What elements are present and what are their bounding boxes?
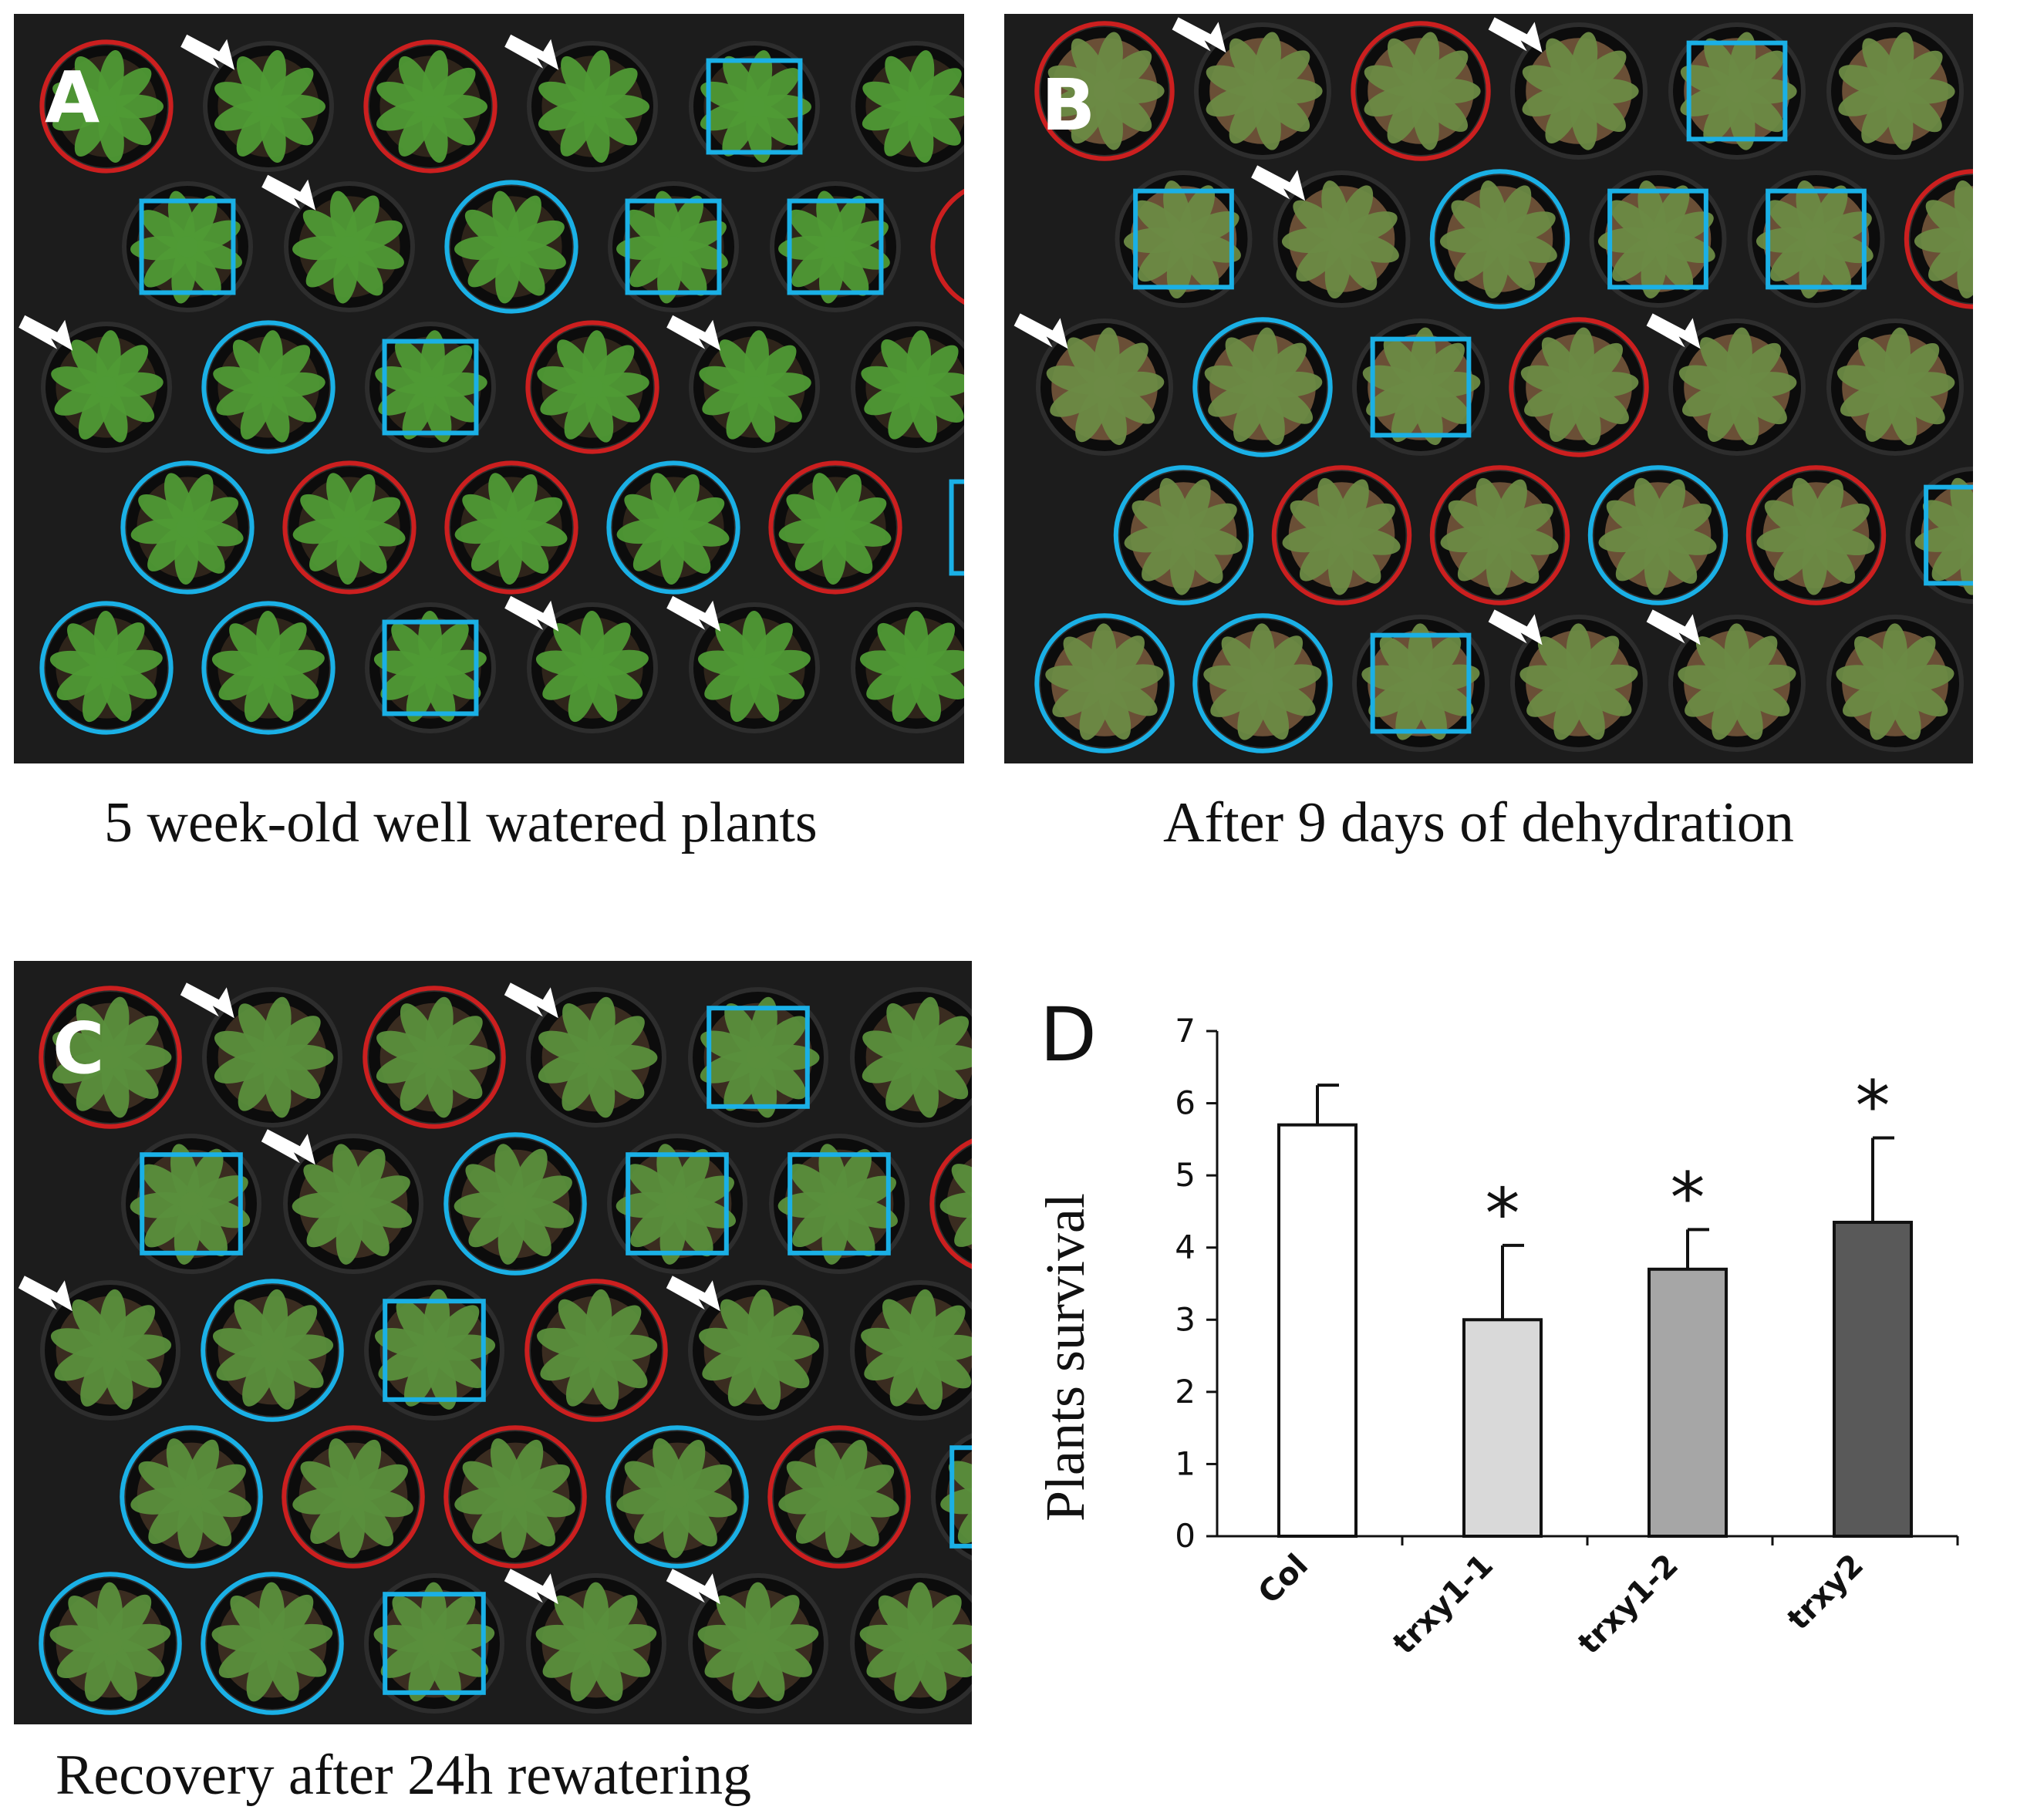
y-tick-label: 1 [1175,1444,1196,1482]
bar-Col [1277,1123,1358,1538]
x-tick-label: trxy1-1 [1386,1548,1500,1662]
panel-c-caption: Recovery after 24h rewatering [56,1744,751,1807]
bar-trxy1-2 [1648,1267,1728,1538]
panel-d-letter: D [1040,992,1097,1078]
y-tick-label: 4 [1175,1228,1196,1266]
y-tick-label: 6 [1175,1084,1196,1122]
y-tick-label: 5 [1175,1156,1196,1194]
y-tick-label: 7 [1175,1012,1196,1050]
panel-b-caption: After 9 days of dehydration [1163,791,1794,854]
panel-c-tray: C [18,982,972,1715]
panel-d-chart: D Plants survival 0 1 2 3 4 5 6 7 * * * Col trxy1-… [1034,992,1959,1662]
y-axis-label: Plants survival [1034,1193,1096,1522]
panel-c-letter: C [52,1007,105,1090]
panel-a-caption: 5 week-old well watered plants [104,791,818,854]
bar-trxy2 [1833,1220,1913,1538]
panel-b-tray: B [1014,17,1973,753]
significance-star: * [1671,1158,1705,1239]
panel-a-photo: A [14,14,964,763]
panel-a-tray: A [19,34,964,735]
bar-trxy1-1 [1462,1318,1543,1538]
panel-b-photo: B [1004,14,1973,763]
significance-star: * [1486,1174,1520,1255]
y-tick-label: 0 [1175,1517,1196,1555]
significance-star: * [1856,1066,1890,1147]
x-tick-label: trxy1-2 [1571,1548,1685,1662]
panel-a-letter: A [45,56,99,139]
panel-c-photo: C [14,961,972,1724]
x-tick-label: trxy2 [1781,1548,1870,1637]
y-tick-label: 2 [1175,1373,1196,1410]
x-tick-label: Col [1252,1548,1315,1611]
panel-b-letter: B [1041,64,1095,147]
y-tick-label: 3 [1175,1300,1196,1338]
